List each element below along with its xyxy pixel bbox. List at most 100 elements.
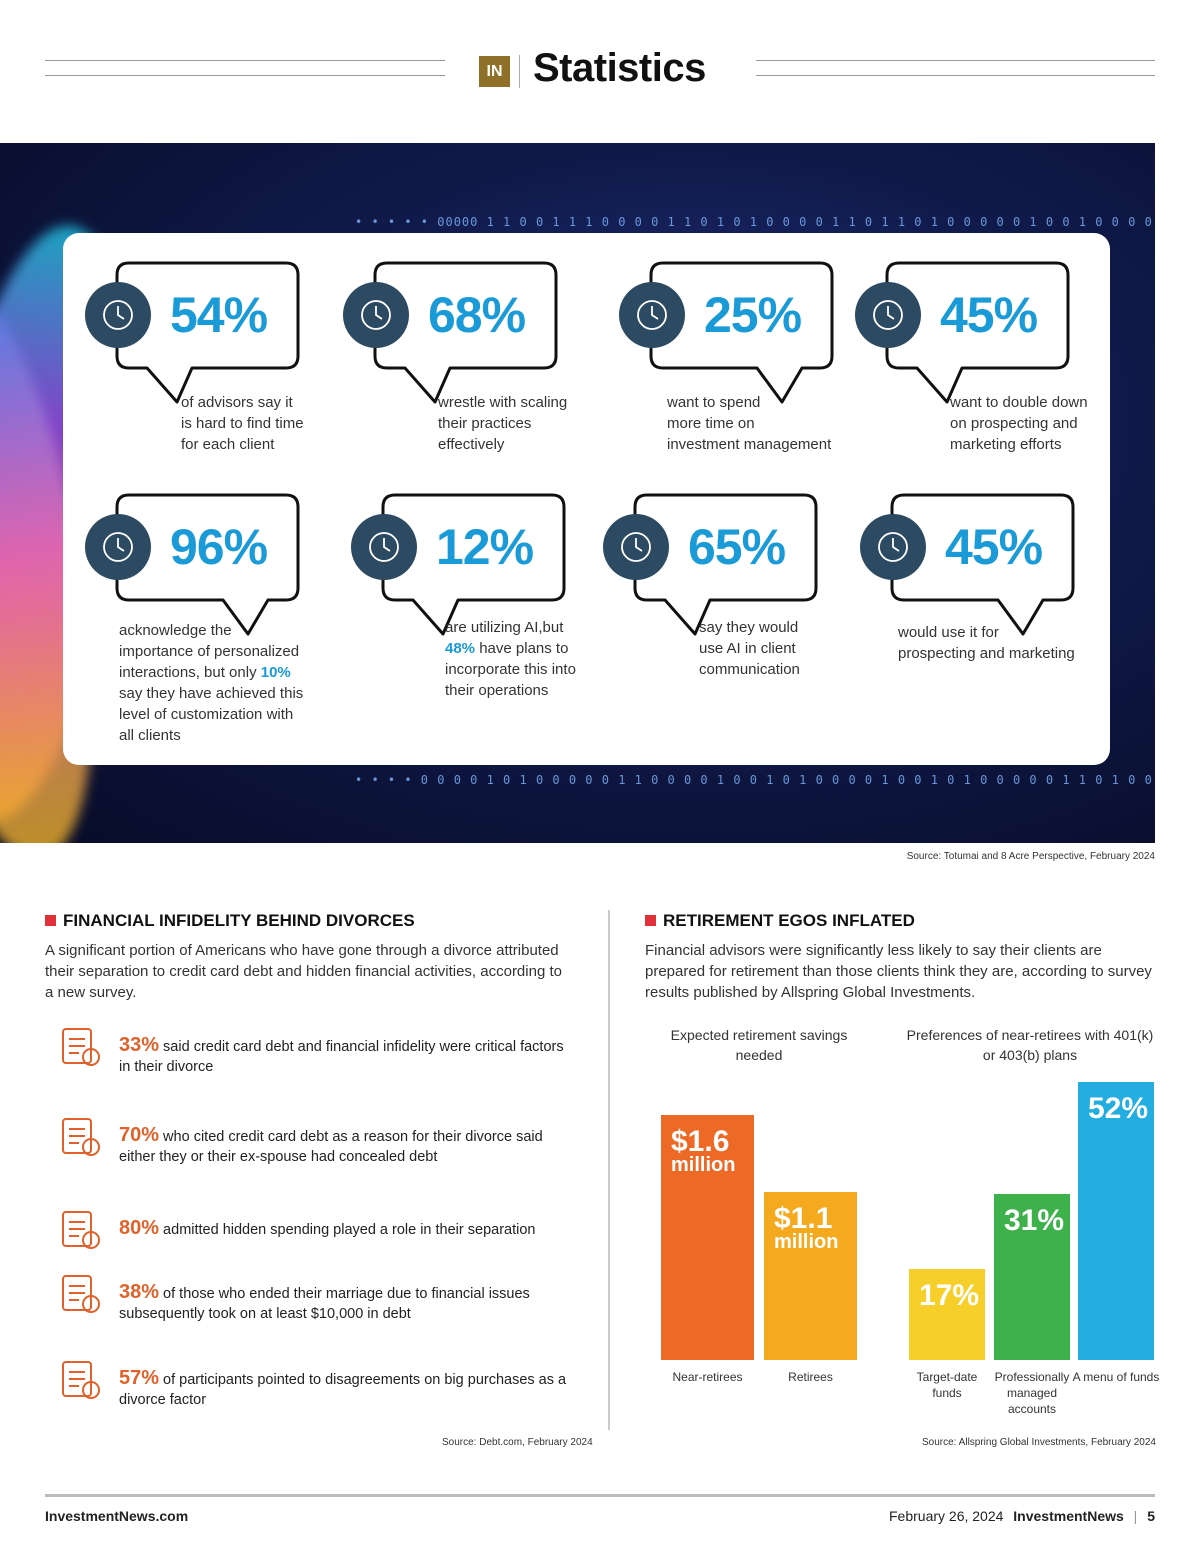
highlight-value: 48%: [445, 640, 476, 657]
ai-chip-icon: [351, 514, 417, 580]
stat-value: 45%: [940, 287, 1038, 343]
data-label-value: $1.6: [671, 1125, 730, 1159]
data-label: $1.1 million: [774, 1203, 839, 1253]
column-divider: [608, 910, 610, 1430]
footer-rule: [45, 1494, 1155, 1497]
header-rule: [756, 75, 1155, 76]
data-label-value: 31%: [1004, 1204, 1065, 1238]
section-source: Source: Allspring Global Investments, Fe…: [921, 1437, 1156, 1448]
stat-caption: want to spend more time on investment ma…: [667, 394, 832, 453]
debt-document-icon: [57, 1270, 105, 1318]
stat-caption: of advisors say it is hard to find time …: [181, 394, 304, 453]
data-label-value: $1.1: [774, 1201, 833, 1235]
data-label-unit: million: [671, 1154, 736, 1177]
binary-decoration: • • • • 0 0 0 0 1 0 1 0 0 0 0 0 1 1 0 0 …: [355, 773, 1155, 787]
category-label: Retirees: [788, 1370, 833, 1384]
bar: 17%: [909, 1269, 985, 1360]
speech-bubble: [885, 261, 1070, 404]
item-text: said credit card debt and financial infi…: [119, 1039, 564, 1075]
chart-title: Preferences of near-retirees with 401(k)…: [906, 1027, 1154, 1063]
bar: 31%: [994, 1194, 1070, 1360]
stat-caption: wrestle with scaling their practices eff…: [438, 394, 568, 453]
page-number: 5: [1147, 1508, 1155, 1524]
flowchart-icon: [343, 282, 409, 348]
item-percent: 80%: [119, 1217, 160, 1239]
item-percent: 57%: [119, 1367, 160, 1389]
bar: 52%: [1078, 1081, 1154, 1360]
data-label: 31%: [1004, 1206, 1064, 1236]
stat-value: 45%: [945, 519, 1043, 575]
item-percent: 33%: [119, 1034, 160, 1056]
stat-caption: are utilizing AI,but 48% have plans to i…: [445, 617, 576, 701]
item-text: of those who ended their marriage due to…: [119, 1286, 530, 1322]
list-item: 70% who cited credit card debt as a reas…: [119, 1125, 569, 1167]
stat-value: 68%: [428, 287, 526, 343]
data-label: $1.6 million: [671, 1127, 736, 1177]
stat-caption: would use it for prospecting and marketi…: [898, 624, 1075, 662]
speech-bubble: [373, 261, 558, 404]
speech-bubble: [115, 261, 300, 404]
data-label-value: 17%: [919, 1279, 980, 1313]
item-text: of participants pointed to disagreements…: [119, 1372, 567, 1408]
highlight-value: 10%: [260, 664, 291, 681]
speech-bubble: [890, 493, 1075, 636]
clock-icon: [85, 282, 151, 348]
item-percent: 38%: [119, 1281, 160, 1303]
footer-date: February 26, 2024: [889, 1508, 1004, 1524]
speech-bubble: [633, 493, 818, 636]
client-interaction-icon: [85, 514, 151, 580]
item-text: who cited credit card debt as a reason f…: [119, 1129, 543, 1165]
category-label: Near-retirees: [672, 1370, 743, 1384]
list-item: 38% of those who ended their marriage du…: [119, 1282, 569, 1324]
section-title: FINANCIAL INFIDELITY BEHIND DIVORCES: [45, 911, 415, 931]
stat-value: 12%: [436, 519, 534, 575]
list-item: 57% of participants pointed to disagreem…: [119, 1368, 569, 1410]
data-label-unit: million: [774, 1230, 839, 1253]
logo: IN: [479, 56, 510, 87]
stat-value: 54%: [170, 287, 268, 343]
chart-title: Expected retirement savings needed: [670, 1027, 848, 1063]
receipt-dollar-icon: [57, 1113, 105, 1161]
list-item: 80% admitted hidden spending played a ro…: [119, 1218, 569, 1240]
item-text: admitted hidden spending played a role i…: [159, 1222, 536, 1238]
header-rule: [756, 60, 1155, 61]
section-intro: A significant portion of Americans who h…: [45, 942, 562, 1001]
credit-card-hand-icon: [57, 1023, 105, 1071]
data-label: 52%: [1088, 1093, 1148, 1123]
section-source: Source: Debt.com, February 2024: [442, 1437, 593, 1448]
stat-value: 65%: [688, 519, 786, 575]
list-item: 33% said credit card debt and financial …: [119, 1035, 569, 1077]
caption-text: say they have achieved this level of cus…: [119, 685, 304, 744]
divider: [519, 55, 520, 88]
strategy-board-icon: [855, 282, 921, 348]
stat-caption: acknowledge the importance of personaliz…: [119, 620, 303, 746]
price-tag-dollar-icon: [57, 1356, 105, 1404]
presentation-chart-icon: [619, 282, 685, 348]
stats-source: Source: Totumai and 8 Acre Perspective, …: [906, 851, 1155, 862]
document-refresh-icon: [860, 514, 926, 580]
data-label-value: 52%: [1088, 1091, 1149, 1125]
header-rule: [45, 60, 445, 61]
speech-bubble: [115, 493, 300, 636]
bar: $1.6 million: [661, 1115, 754, 1360]
bar: $1.1 million: [764, 1191, 857, 1360]
section-title: RETIREMENT EGOS INFLATED: [645, 911, 915, 931]
section-intro: Financial advisors were significantly le…: [645, 942, 1152, 1001]
footer-brand: InvestmentNews: [1013, 1508, 1124, 1524]
stat-caption: want to double down on prospecting and m…: [950, 394, 1088, 453]
caption-text: have plans to incorporate this into thei…: [445, 640, 576, 699]
stat-value: 96%: [170, 519, 268, 575]
caption-text: are utilizing AI,but: [445, 619, 564, 636]
item-percent: 70%: [119, 1124, 160, 1146]
stat-value: 25%: [704, 287, 802, 343]
stat-caption: say they would use AI in client communic…: [699, 619, 800, 678]
category-label: Target-date funds: [916, 1370, 978, 1400]
footer-site[interactable]: InvestmentNews.com: [45, 1508, 189, 1524]
speech-bubble: [649, 261, 834, 404]
category-label: Professionally managed accounts: [994, 1370, 1070, 1416]
footer-issue: February 26, 2024 InvestmentNews | 5: [889, 1508, 1155, 1524]
chat-bubbles-icon: [603, 514, 669, 580]
speech-bubble: [381, 493, 566, 636]
binary-decoration: • • • • • 00000 1 1 0 0 1 1 1 0 0 0 0 1 …: [355, 215, 1155, 229]
category-label: A menu of funds: [1072, 1370, 1160, 1384]
